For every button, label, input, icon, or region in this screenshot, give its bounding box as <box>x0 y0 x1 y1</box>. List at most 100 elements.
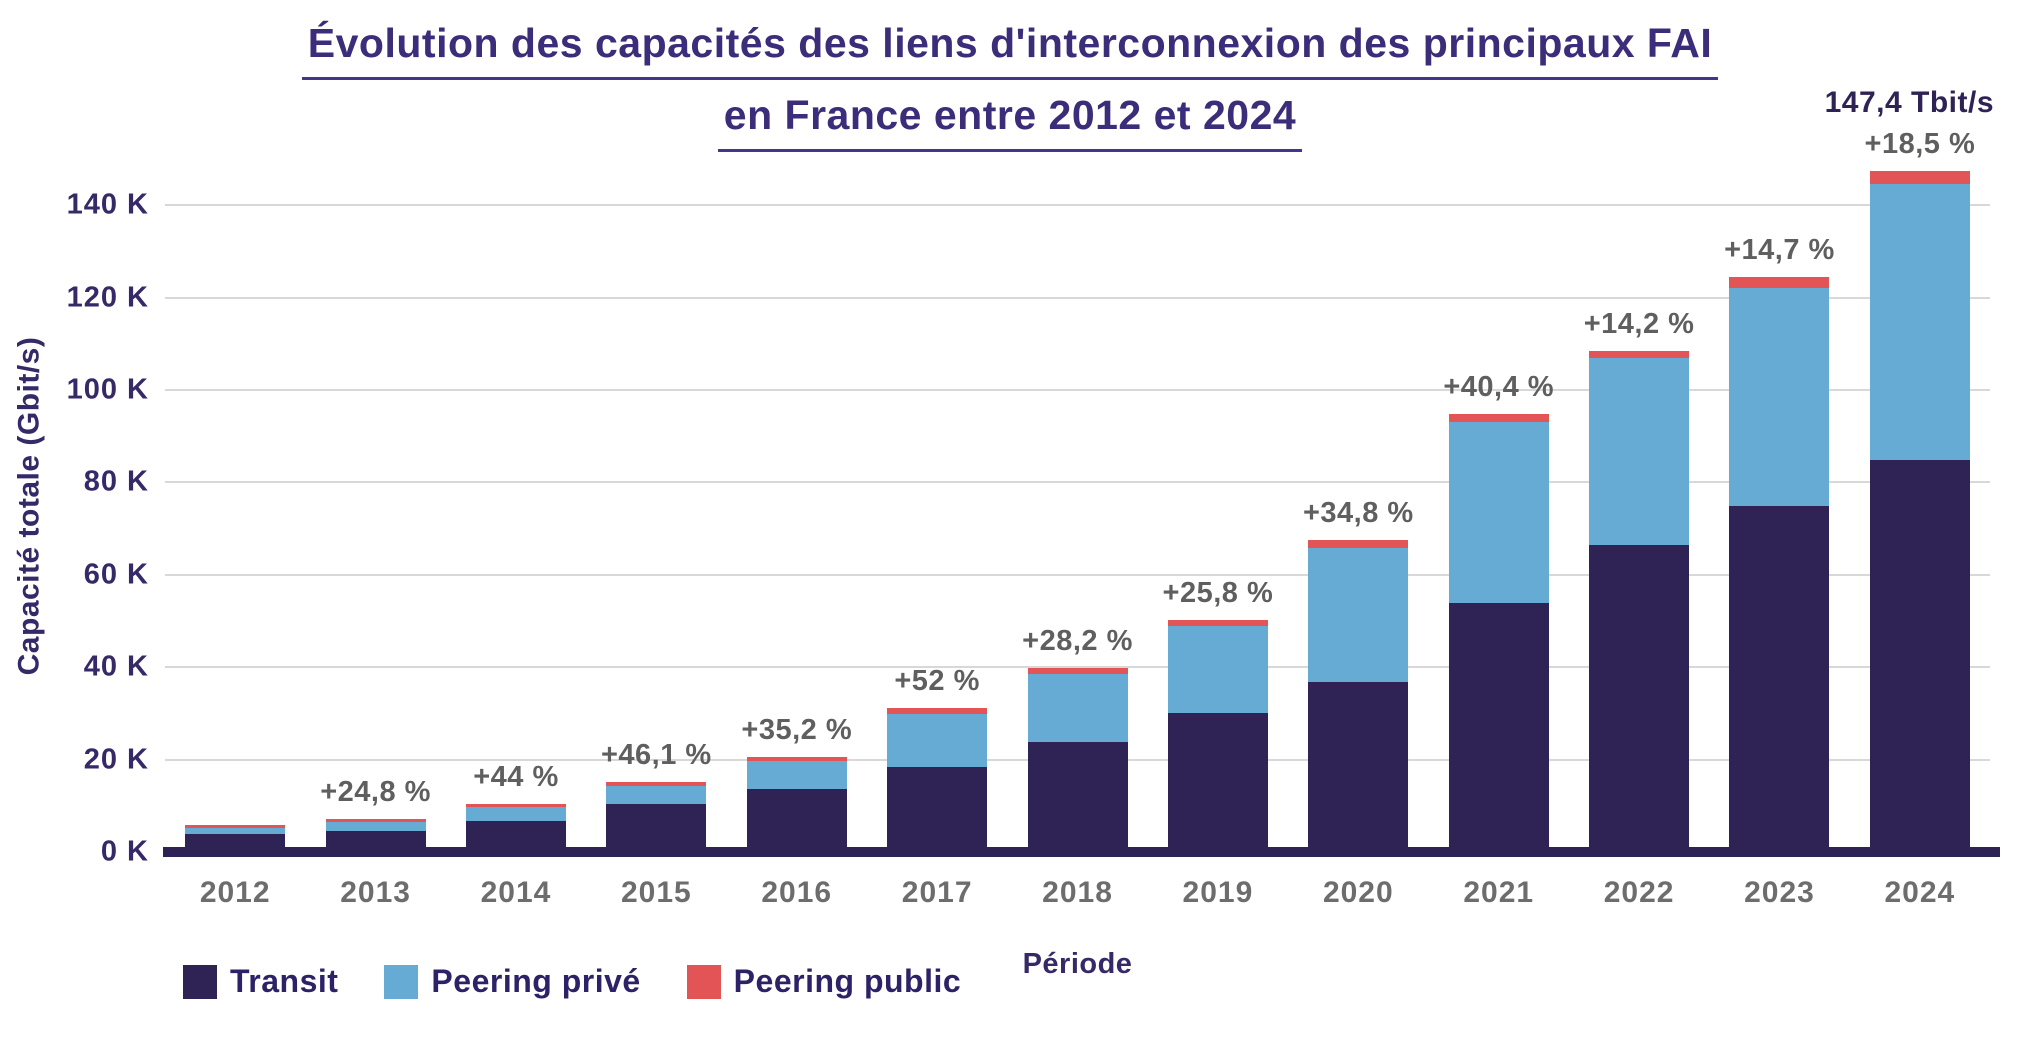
chart-title: Évolution des capacités des liens d'inte… <box>0 20 2020 164</box>
segment-2022-peering-public <box>1589 351 1690 359</box>
gridline-60k <box>165 573 1990 576</box>
segment-2019-transit <box>1167 712 1268 852</box>
segment-2021-transit <box>1448 602 1549 852</box>
bar-column-2021: +40,4 % 2021 <box>1429 159 1569 909</box>
legend-swatch-icon <box>183 964 217 999</box>
x-tick-label-2023: 2023 <box>1744 876 1815 909</box>
segment-2021-peering-privé <box>1448 422 1549 603</box>
growth-label-2020: +34,8 % <box>1302 496 1414 529</box>
legend-item-transit: Transit <box>183 963 338 1000</box>
bar-column-2017: +52 % 2017 <box>867 159 1007 909</box>
growth-label-2014: +44 % <box>473 760 559 793</box>
bar-column-2019: +25,8 % 2019 <box>1148 159 1288 909</box>
segment-2013-peering-privé <box>325 821 426 831</box>
segment-2024-peering-privé <box>1869 183 1970 460</box>
x-tick-label-2014: 2014 <box>480 876 552 909</box>
x-tick-label-2016: 2016 <box>761 876 833 909</box>
segment-2018-peering-privé <box>1027 674 1128 742</box>
gridline-40k <box>165 666 1990 669</box>
growth-label-2017: +52 % <box>894 665 980 698</box>
stacked-bar-2016 <box>746 757 847 852</box>
legend-swatch-icon <box>384 964 419 999</box>
x-tick-label-2018: 2018 <box>1042 876 1113 909</box>
segment-2012-peering-privé <box>185 827 286 835</box>
legend: Transit Peering privé Peering public <box>183 963 961 1000</box>
stacked-bar-2022 <box>1589 351 1690 852</box>
segment-2022-transit <box>1589 544 1690 852</box>
growth-label-2018: +28,2 % <box>1022 624 1133 657</box>
segment-2015-peering-public <box>606 782 707 786</box>
stacked-bar-2020 <box>1308 539 1409 852</box>
segment-2012-peering-public <box>185 825 286 828</box>
stacked-bar-2015 <box>606 782 707 852</box>
bar-column-2024: +18,5 % 2024 <box>1850 128 1990 909</box>
segment-2017-peering-public <box>887 708 988 714</box>
bar-column-2012: 2012 <box>165 159 305 909</box>
x-axis-baseline <box>163 847 2000 857</box>
segment-2018-peering-public <box>1027 667 1128 675</box>
y-tick-label: 80 K <box>83 465 149 498</box>
segment-2023-transit <box>1729 506 1830 852</box>
segment-2017-transit <box>887 766 988 852</box>
stacked-bar-2023 <box>1729 277 1830 852</box>
y-tick-label: 120 K <box>66 281 149 314</box>
segment-2019-peering-privé <box>1167 626 1268 713</box>
legend-label: Peering privé <box>431 963 641 999</box>
legend-label: Transit <box>230 963 339 999</box>
legend-label: Peering public <box>733 963 962 999</box>
segment-2020-peering-privé <box>1308 548 1409 682</box>
growth-label-2022: +14,2 % <box>1583 308 1695 341</box>
y-tick-label: 20 K <box>83 743 149 776</box>
x-tick-label-2024: 2024 <box>1884 876 1956 909</box>
growth-label-2019: +25,8 % <box>1162 577 1274 610</box>
segment-2019-peering-public <box>1167 620 1268 627</box>
segment-2017-peering-privé <box>887 713 988 767</box>
x-tick-label-2019: 2019 <box>1182 876 1254 909</box>
segment-2023-peering-privé <box>1729 287 1830 507</box>
segment-2014-peering-public <box>465 803 566 807</box>
y-tick-label: 0 K <box>100 835 149 868</box>
segment-2021-peering-public <box>1448 413 1549 423</box>
stacked-bar-2021 <box>1448 413 1549 852</box>
segment-2023-peering-public <box>1729 277 1830 288</box>
x-axis-title: Période <box>1022 948 1133 980</box>
bars-row: 2012 +24,8 % 2013 +44 % 2014 +46,1 % 2015 +35,2… <box>165 128 1990 909</box>
bar-column-2022: +14,2 % 2022 <box>1569 159 1709 909</box>
x-tick-label-2013: 2013 <box>340 876 411 909</box>
x-tick-label-2020: 2020 <box>1322 876 1394 909</box>
segment-2016-transit <box>746 789 847 852</box>
growth-label-2013: +24,8 % <box>320 775 431 808</box>
bar-column-2015: +46,1 % 2015 <box>586 159 726 909</box>
y-tick-label: 140 K <box>66 188 149 221</box>
growth-label-2016: +35,2 % <box>741 714 853 747</box>
stacked-bar-2024 <box>1869 171 1970 852</box>
x-tick-label-2021: 2021 <box>1463 876 1535 909</box>
segment-2014-peering-privé <box>465 806 566 821</box>
bar-column-2018: +28,2 % 2018 <box>1007 159 1147 909</box>
y-tick-label: 100 K <box>66 373 149 406</box>
x-tick-label-2015: 2015 <box>620 876 692 909</box>
growth-label-2015: +46,1 % <box>600 739 712 772</box>
growth-label-2024: +18,5 % <box>1864 128 1976 161</box>
stacked-bar-2013 <box>325 818 426 852</box>
bar-column-2014: +44 % 2014 <box>446 159 586 909</box>
segment-2024-peering-public <box>1869 171 1970 184</box>
bar-column-2020: +34,8 % 2020 <box>1288 159 1428 909</box>
segment-2013-transit <box>325 830 426 852</box>
bar-column-2023: +14,7 % 2023 <box>1709 159 1849 909</box>
legend-item-peering-public: Peering public <box>686 963 962 1000</box>
bar-column-2016: +35,2 % 2016 <box>727 159 867 909</box>
y-axis-title: Capacité totale (Gbit/s) <box>12 336 45 675</box>
chart-title-line1: Évolution des capacités des liens d'inte… <box>301 20 1719 80</box>
plot-area: Capacité totale (Gbit/s) 2012 +24,8 % 2013… <box>12 128 2000 980</box>
segment-2014-transit <box>465 820 566 852</box>
gridline-140k <box>165 204 1990 207</box>
x-tick-label-2022: 2022 <box>1603 876 1675 909</box>
y-axis-title-wrap: Capacité totale (Gbit/s) <box>7 159 51 852</box>
peak-value-annotation: 147,4 Tbit/s <box>1824 86 1994 119</box>
stacked-bar-2017 <box>887 708 988 852</box>
segment-2022-peering-privé <box>1589 358 1690 545</box>
segment-2020-transit <box>1308 681 1409 852</box>
segment-2024-transit <box>1869 459 1970 852</box>
stacked-bar-2018 <box>1027 667 1128 852</box>
